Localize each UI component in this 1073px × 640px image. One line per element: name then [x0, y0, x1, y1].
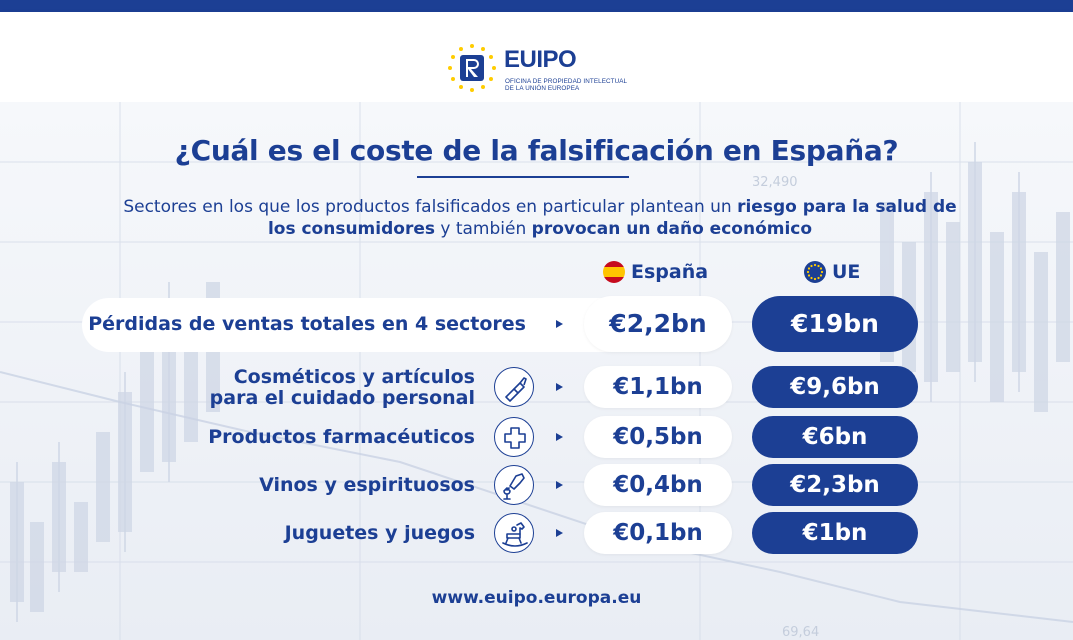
sector-label-cosmetics-line1: Cosméticos y artículos [233, 366, 475, 388]
eu-value-wine: €2,3bn [752, 464, 918, 506]
logo-subtitle-line2: DE LA UNIÓN EUROPEA [505, 85, 580, 92]
spain-value-wine: €0,4bn [584, 464, 732, 506]
subtitle-bold1: riesgo para la salud de los consumidores [267, 197, 957, 239]
lipstick-icon [494, 367, 534, 407]
subtitle-part2: y también [434, 219, 532, 239]
sector-label-cosmetics: Cosméticos y artículos para el cuidado p… [150, 367, 475, 409]
row-arrow-icon-cosmetics [556, 383, 563, 391]
column-header-spain-label: España [631, 261, 709, 283]
rocking-horse-icon [494, 513, 534, 553]
bg-chart-label-2: 69,64 [782, 625, 819, 640]
row-arrow-icon-toys [556, 529, 563, 537]
column-header-spain: España [603, 260, 708, 284]
page-title: ¿Cuál es el coste de la falsificación en… [174, 134, 899, 167]
row-arrow-icon-pharma [556, 433, 563, 441]
spain-value-pharma: €0,5bn [584, 416, 732, 458]
total-row-band [82, 298, 662, 352]
eu-flag-icon [804, 261, 826, 283]
logo-wordmark: EUIPO [504, 46, 577, 73]
euipo-emblem-icon [446, 42, 498, 94]
spain-value-cosmetics: €1,1bn [584, 366, 732, 408]
sector-label-toys: Juguetes y juegos [284, 522, 475, 544]
logo-wordmark-ipo: IPO [536, 46, 577, 73]
medical-cross-icon [494, 417, 534, 457]
sector-label-cosmetics-line2: para el cuidado personal [209, 387, 475, 409]
eu-value-cosmetics: €9,6bn [752, 366, 918, 408]
total-eu-value: €19bn [752, 296, 918, 352]
logo-wordmark-eu: EU [504, 46, 537, 73]
sector-label-wine: Vinos y espirituosos [259, 474, 475, 496]
column-header-eu: UE [804, 260, 860, 284]
sector-label-pharma: Productos farmacéuticos [208, 426, 475, 448]
header: EUIPO OFICINA DE PROPIEDAD INTELECTUAL D… [0, 12, 1073, 102]
subtitle-part1: Sectores en los que los productos falsif… [123, 197, 738, 217]
total-row-arrow-icon [556, 320, 563, 328]
wine-pour-icon [494, 465, 534, 505]
logo-subtitle-line1: OFICINA DE PROPIEDAD INTELECTUAL [505, 78, 628, 85]
column-header-eu-label: UE [832, 261, 861, 283]
eu-value-pharma: €6bn [752, 416, 918, 458]
spain-value-toys: €0,1bn [584, 512, 732, 554]
footer-url-link[interactable]: www.euipo.europa.eu [431, 588, 642, 608]
euipo-logo[interactable]: EUIPO OFICINA DE PROPIEDAD INTELECTUAL D… [446, 42, 646, 98]
subtitle: Sectores en los que los productos falsif… [110, 196, 970, 240]
eu-value-toys: €1bn [752, 512, 918, 554]
bg-chart-label-1: 32,490 [752, 175, 798, 190]
top-accent-bar [0, 0, 1073, 12]
title-underline [417, 176, 629, 178]
logo-subtitle: OFICINA DE PROPIEDAD INTELECTUAL DE LA U… [505, 78, 645, 92]
row-arrow-icon-wine [556, 481, 563, 489]
total-spain-value: €2,2bn [584, 296, 732, 352]
total-row-label: Pérdidas de ventas totales en 4 sectores [88, 313, 526, 335]
subtitle-bold2: provocan un daño económico [531, 219, 813, 239]
spain-flag-icon [603, 261, 625, 283]
